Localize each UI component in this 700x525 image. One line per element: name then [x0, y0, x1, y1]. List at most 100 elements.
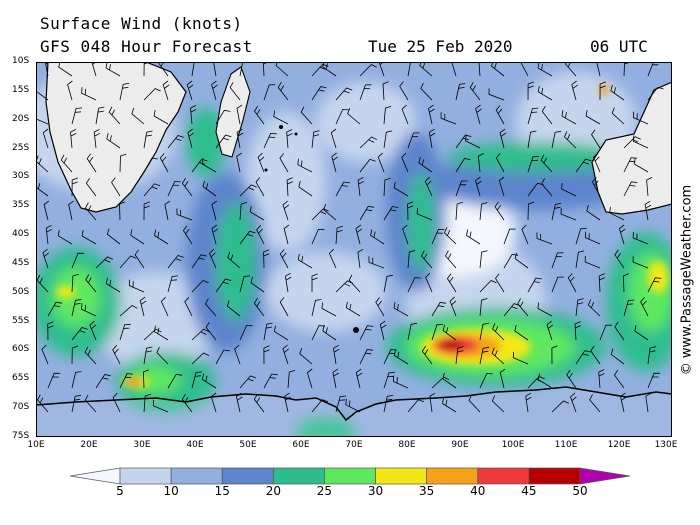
wind-barb	[162, 80, 170, 101]
wind-barb	[297, 253, 313, 269]
wind-barb	[236, 104, 243, 125]
legend-tick-label: 25	[316, 484, 333, 498]
wind-barb	[45, 224, 53, 245]
wind-barb	[239, 62, 244, 77]
wind-barb	[599, 81, 606, 101]
wind-barb	[560, 208, 577, 221]
kerguelen-island	[353, 327, 359, 333]
wind-barb	[359, 136, 378, 149]
wind-barb	[442, 372, 457, 389]
wind-barb	[620, 392, 627, 413]
wind-barb	[330, 128, 337, 149]
wind-barb	[537, 85, 553, 101]
wind-barb	[402, 224, 409, 245]
wind-barb	[357, 176, 365, 197]
wind-barb	[632, 256, 649, 269]
wind-barb	[190, 105, 197, 125]
wind-barb	[527, 156, 539, 173]
wind-barb	[416, 207, 433, 221]
wind-barb	[227, 251, 241, 269]
wind-barb	[112, 392, 121, 413]
wind-barb	[202, 180, 217, 197]
wind-barb	[537, 373, 553, 389]
wind-barb	[191, 371, 203, 389]
wind-barb	[47, 321, 54, 341]
wind-barb	[201, 157, 217, 173]
wind-barb	[311, 399, 329, 413]
wind-barb	[444, 227, 457, 245]
wind-barb	[521, 224, 529, 245]
wind-barb	[537, 302, 553, 317]
wind-barb	[105, 62, 121, 77]
wind-barb	[263, 249, 270, 269]
wind-barb	[455, 201, 463, 221]
wind-barb	[191, 280, 209, 293]
wind-barb	[498, 176, 505, 197]
wind-barb	[442, 397, 457, 413]
wind-barb	[440, 112, 457, 125]
wind-barb	[546, 320, 554, 341]
wind-barb	[167, 181, 181, 197]
legend-swatch	[426, 467, 479, 485]
wind-barb	[590, 345, 601, 365]
wind-barb	[311, 273, 318, 292]
wind-barb	[571, 80, 578, 101]
wind-barb	[383, 130, 393, 149]
wind-barb	[250, 276, 265, 293]
wind-barb	[585, 110, 601, 125]
wind-barb	[512, 351, 529, 365]
lon-label: 130E	[654, 440, 678, 450]
wind-barb	[537, 62, 553, 77]
wind-barb	[167, 255, 184, 269]
wind-barb	[37, 394, 49, 413]
wind-barb	[610, 84, 625, 101]
map-title: Surface Wind (knots)	[40, 14, 243, 33]
wind-barb	[527, 182, 544, 197]
wind-barb	[184, 297, 193, 317]
lon-label: 70E	[345, 440, 363, 450]
wind-barb	[567, 273, 577, 293]
lat-label: 20S	[12, 113, 30, 124]
wind-barb	[575, 298, 584, 317]
wind-barb	[479, 298, 488, 317]
wind-barb	[201, 373, 217, 389]
wind-barb	[575, 158, 592, 173]
wind-barb	[401, 152, 409, 173]
wind-barb	[347, 107, 361, 125]
lon-label: 60E	[292, 440, 310, 450]
wind-barb	[187, 128, 195, 149]
wind-barb	[311, 228, 325, 245]
wind-barb	[575, 350, 591, 365]
wind-barb	[71, 299, 82, 317]
lat-label: 75S	[12, 431, 30, 441]
wind-barb	[420, 82, 433, 101]
wind-barb	[609, 206, 625, 221]
wind-barb	[551, 276, 564, 293]
wind-barb	[383, 395, 394, 413]
madagascar-island	[215, 66, 251, 158]
wind-barb	[495, 273, 505, 293]
wind-barb	[401, 104, 409, 125]
wind-barb	[235, 392, 243, 413]
wind-barb	[299, 347, 313, 365]
wind-barb	[359, 158, 376, 173]
wind-barb	[335, 109, 349, 125]
wind-barb	[263, 322, 273, 341]
wind-barb	[359, 64, 377, 77]
lat-label: 15S	[12, 84, 30, 95]
wind-barb	[488, 88, 505, 101]
wind-barb	[279, 153, 289, 173]
lat-label: 50S	[12, 286, 30, 297]
wind-barb	[81, 303, 97, 317]
wind-barb	[527, 81, 534, 101]
wind-barb	[95, 106, 105, 125]
wind-barb	[424, 176, 433, 197]
wind-barb	[139, 296, 147, 317]
wind-barb	[479, 202, 488, 221]
wind-barb	[598, 273, 606, 293]
wind-barb	[428, 104, 435, 125]
wind-barb	[357, 248, 364, 269]
wind-barb	[239, 324, 253, 341]
wind-barb	[277, 81, 289, 101]
wind-barb	[622, 273, 629, 293]
